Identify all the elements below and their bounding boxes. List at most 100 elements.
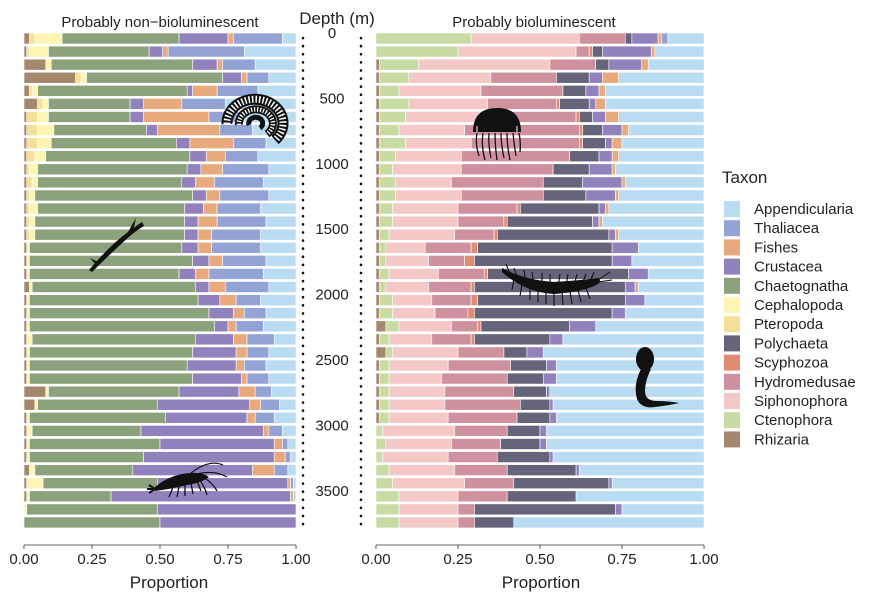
bar-segment-fishes-p0-r6 [143,111,210,123]
bar-segment-crustacea-p1-r21 [611,307,626,319]
bar-segment-crustacea-p1-r10 [588,163,613,176]
bar-segment-ctenophora-p1-r1 [375,45,459,58]
bar-segment-cephalopoda-p0-r24 [26,346,30,359]
bar-segment-appendicularia-p0-r18 [263,268,297,280]
bar-segment-rhizaria-p0-r35 [23,490,28,503]
bar-segment-appendicularia-p0-r29 [273,412,297,424]
bar-segment-fishes-p0-r24 [235,346,248,359]
bar-segment-crustacea-p0-r21 [208,307,234,319]
bar-segment-crustacea-p0-r25 [186,359,237,372]
bar-segment-scyphozoa-p1-r14 [503,215,508,228]
bar-segment-appendicularia-p1-r30 [546,425,705,437]
bar-segment-appendicularia-p0-r14 [265,215,297,228]
bar-segment-ctenophora-p1-r11 [378,176,396,189]
bar-segment-polychaeta-p1-r2 [595,58,610,71]
bar-segment-fishes-p0-r7 [156,124,221,136]
bar-segment-ctenophora-p1-r15 [378,228,390,241]
bar-segment-hydromedusae-p1-r8 [470,137,580,149]
bar-segment-rhizaria-p1-r3 [375,71,380,84]
bar-segment-rhizaria-p1-r12 [375,189,380,202]
bar-segment-polychaeta-p1-r25 [510,359,547,372]
bar-segment-siphonophora-p1-r36 [398,503,459,516]
bar-segment-polychaeta-p1-r11 [542,176,583,189]
bar-segment-siphonophora-p1-r29 [388,412,449,424]
bar-segment-hydromedusae-p1-r33 [454,464,508,476]
bar-segment-chaetognatha-p0-r28 [37,398,158,411]
bar-segment-fishes-p1-r0 [657,32,662,45]
bar-segment-polychaeta-p1-r27 [513,385,547,398]
bar-segment-fishes-p0-r26 [241,372,248,385]
bar-segment-crustacea-p0-r30 [140,425,264,437]
bar-segment-fishes-p1-r13 [605,202,610,215]
bar-segment-cephalopoda-p0-r36 [23,503,28,516]
bar-segment-appendicularia-p0-r15 [260,228,297,241]
bar-segment-scyphozoa-p1-r16 [470,241,478,254]
bar-segment-appendicularia-p0-r17 [265,255,297,267]
bar-segment-chaetognatha-p0-r10 [37,163,188,176]
bar-segment-hydromedusae-p1-r36 [457,503,475,516]
bar-segment-cephalopoda-p0-r16 [26,241,30,254]
bar-segment-crustacea-p0-r26 [192,372,242,385]
bar-segment-siphonophora-p1-r31 [385,438,452,450]
bar-segment-rhizaria-p0-r16 [23,241,28,254]
bar-segment-cephalopoda-p0-r15 [29,228,36,241]
bar-segment-ctenophora-p1-r31 [375,438,387,450]
bar-segment-rhizaria-p0-r8 [23,137,28,149]
bar-segment-thaliacea-p0-r7 [219,124,253,136]
bar-segment-cephalopoda-p0-r13 [29,202,38,215]
bar-segment-siphonophora-p1-r28 [388,398,446,411]
bar-segment-ctenophora-p1-r9 [378,150,396,163]
bar-segment-crustacea-p1-r6 [592,111,606,123]
bar-segment-siphonophora-p1-r5 [408,98,488,110]
bar-segment-chaetognatha-p0-r36 [26,503,158,516]
bar-segment-appendicularia-p1-r2 [647,58,705,71]
bar-segment-rhizaria-p0-r17 [23,255,28,267]
x-tick-label-p0-3: 0.75 [213,551,242,568]
bar-segment-cephalopoda-p0-r6 [37,111,49,123]
bar-segment-ctenophora-p1-r21 [378,307,393,319]
bar-segment-fishes-p0-r34 [287,477,291,490]
bar-segment-fishes-p0-r25 [235,359,245,372]
bar-segment-appendicularia-p1-r35 [575,490,705,503]
bar-segment-appendicularia-p1-r3 [618,71,705,84]
bar-segment-crustacea-p1-r27 [546,385,551,398]
bar-segment-ctenophora-p1-r29 [378,412,390,424]
bar-segment-rhizaria-p1-r19 [375,281,380,293]
bar-segment-rhizaria-p1-r20 [375,294,380,306]
bar-segment-appendicularia-p1-r20 [644,294,705,306]
legend-swatch-thaliacea [724,220,740,237]
bar-segment-chaetognatha-p0-r2 [50,58,193,71]
bar-segment-rhizaria-p1-r16 [375,241,380,254]
bar-segment-rhizaria-p1-r17 [375,255,380,267]
bar-segment-appendicularia-p1-r4 [605,85,705,97]
bar-segment-fishes-p0-r5 [143,98,183,110]
bar-segment-ctenophora-p1-r18 [378,268,390,280]
bar-segment-siphonophora-p1-r19 [385,281,429,293]
bar-segment-crustacea-p0-r15 [184,228,199,241]
bar-segment-hydromedusae-p1-r12 [460,189,544,202]
bar-segment-hydromedusae-p1-r5 [487,98,557,110]
bar-segment-crustacea-p0-r13 [184,202,204,215]
bar-segment-rhizaria-p0-r5 [23,98,38,110]
bar-segment-chaetognatha-p0-r21 [29,307,210,319]
polychaete-silhouette-icon [502,263,613,306]
bar-segment-scyphozoa-p1-r1 [588,45,593,58]
bar-segment-thaliacea-p0-r13 [216,202,261,215]
bar-segment-thaliacea-p0-r15 [211,228,261,241]
bar-segment-ctenophora-p1-r32 [375,451,383,463]
legend-swatch-scyphozoa [724,354,740,371]
bar-segment-fishes-p1-r1 [651,45,656,58]
bar-segment-hydromedusae-p1-r24 [457,346,505,359]
bar-segment-crustacea-p1-r4 [585,85,600,97]
bar-segment-cephalopoda-p0-r0 [34,32,63,45]
bar-segment-scyphozoa-p1-r5 [556,98,560,110]
crustacean-silhouette-icon [147,462,228,498]
bar-segment-appendicularia-p0-r23 [273,333,297,346]
bar-segment-scyphozoa-p1-r21 [467,307,475,319]
legend-swatch-pteropoda [724,316,740,333]
bar-segment-appendicularia-p0-r22 [263,320,297,333]
bar-segment-scyphozoa-p1-r7 [579,124,583,136]
bar-segment-scyphozoa-p1-r6 [575,111,580,123]
bar-segment-crustacea-p0-r7 [146,124,158,136]
